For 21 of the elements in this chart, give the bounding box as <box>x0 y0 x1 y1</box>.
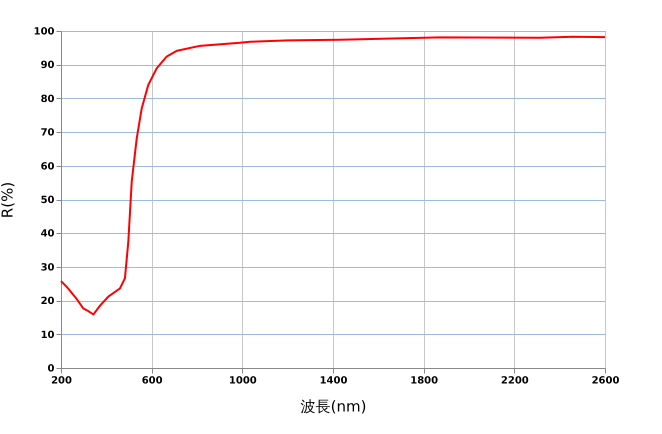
x-tick-label: 2600 <box>592 376 620 386</box>
y-tick-label: 100 <box>34 26 55 38</box>
y-tick-label: 80 <box>40 94 55 105</box>
y-tick-label: 10 <box>40 330 55 341</box>
x-axis-title: 波長(nm) <box>300 398 366 416</box>
line-series <box>60 36 606 316</box>
y-tick-label: 20 <box>40 296 55 308</box>
x-tick-label: 1400 <box>320 376 348 386</box>
y-tick-label: 40 <box>40 228 55 240</box>
y-tick-label: 60 <box>40 161 55 172</box>
y-tick-label: 0 <box>48 364 55 374</box>
y-tick-label: 50 <box>40 195 55 206</box>
x-tick-label: 1800 <box>410 376 438 386</box>
x-tick-label: 1000 <box>228 376 257 386</box>
y-tick-label: 30 <box>40 262 55 274</box>
x-tick-label: 200 <box>51 376 72 386</box>
x-tick-label: 2200 <box>500 376 529 386</box>
y-tick-label: 90 <box>40 60 55 72</box>
y-axis-title: R(%) <box>0 182 17 218</box>
y-tick-label: 70 <box>40 128 55 139</box>
x-tick-label: 600 <box>142 376 163 386</box>
